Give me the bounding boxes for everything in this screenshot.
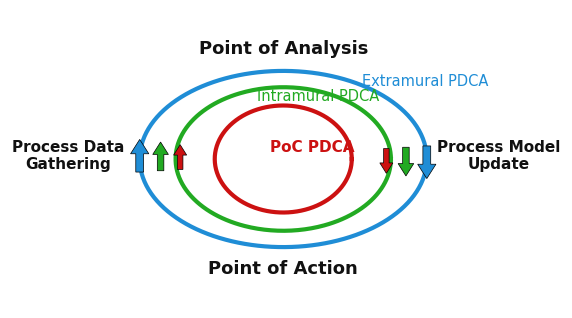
- FancyArrow shape: [130, 139, 149, 172]
- Text: Point of Analysis: Point of Analysis: [198, 40, 368, 58]
- FancyArrow shape: [418, 146, 436, 179]
- FancyArrow shape: [174, 145, 186, 169]
- Text: Process Data
Gathering: Process Data Gathering: [12, 140, 124, 172]
- FancyArrow shape: [153, 142, 168, 171]
- FancyArrow shape: [398, 147, 414, 176]
- Text: Intramural PDCA: Intramural PDCA: [257, 88, 379, 104]
- Text: Point of Action: Point of Action: [208, 260, 358, 278]
- FancyArrow shape: [380, 149, 393, 173]
- Text: Process Model
Update: Process Model Update: [437, 140, 560, 172]
- Text: Extramural PDCA: Extramural PDCA: [362, 74, 488, 89]
- Text: PoC PDCA: PoC PDCA: [270, 140, 355, 155]
